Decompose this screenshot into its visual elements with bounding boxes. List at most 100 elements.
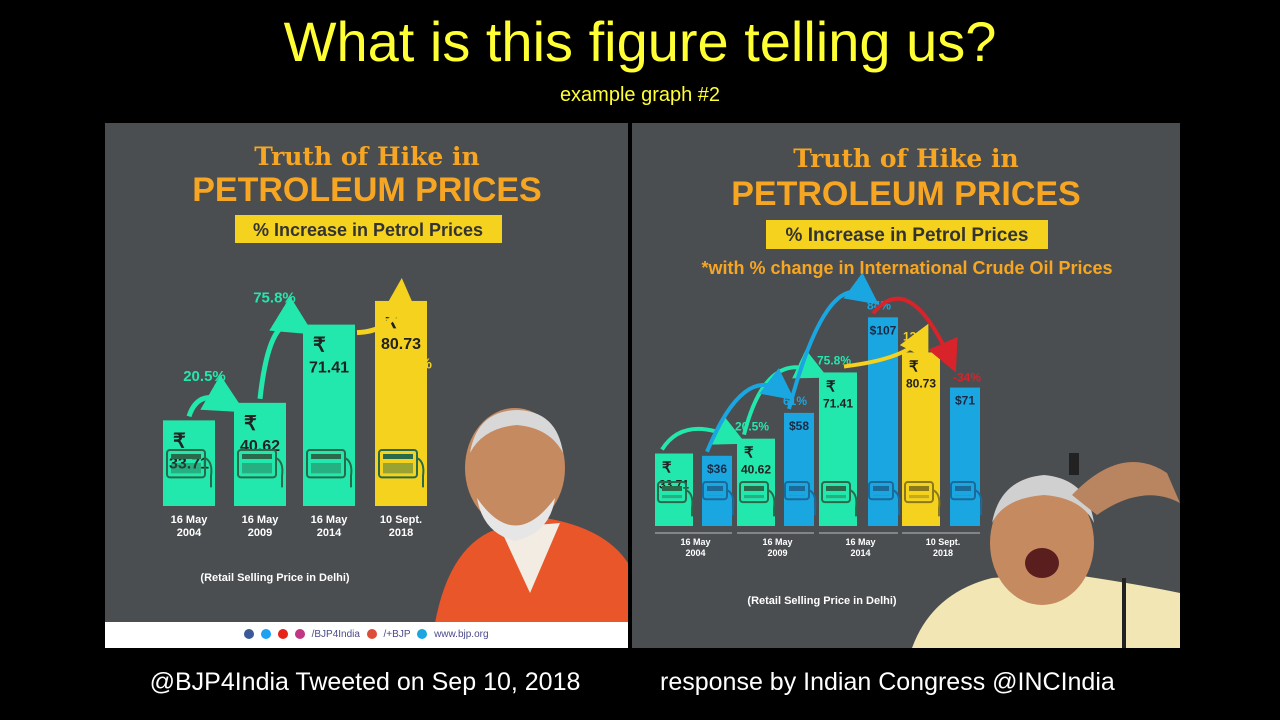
right-xtick-line1-0: 16 May (680, 537, 710, 547)
footer-gplus: /+BJP (383, 629, 411, 640)
left-change-label-2: 13% (402, 356, 432, 373)
right-petrol-change-label-0: 20.5% (735, 420, 769, 434)
gplus-icon (366, 629, 377, 640)
left-change-arrow-2 (356, 277, 420, 336)
left-xtick-line1-1: 16 May (242, 514, 280, 526)
left-header-small: Truth of Hike in (254, 142, 479, 171)
left-bar-currency-2: ₹ (313, 335, 326, 357)
left-xtick-line2-2: 2014 (317, 527, 342, 539)
right-petrol-pump-icon-1 (739, 481, 776, 517)
left-pump-icon-3 (378, 449, 425, 488)
right-crude-change-label-2: -34% (953, 371, 981, 385)
footer-handle: /BJP4India (311, 629, 360, 640)
left-bar-2 (303, 324, 355, 506)
left-bar-label-0: 33.71 (169, 455, 209, 472)
inc-chart-panel: Truth of Hike in PETROLEUM PRICES % Incr… (632, 123, 1180, 648)
right-petrol-currency-0: ₹ (662, 460, 672, 477)
right-crude-pump-icon-1 (784, 481, 817, 516)
globe-icon (417, 629, 428, 640)
right-crude-bar-3 (950, 387, 980, 526)
right-crude-label-1: $58 (789, 419, 809, 433)
right-header-big: PETROLEUM PRICES (731, 175, 1080, 213)
left-header-big: PETROLEUM PRICES (192, 171, 541, 209)
right-crude-change-arrow-1 (787, 272, 879, 410)
right-bars: ₹33.71₹40.62₹71.41₹80.73$36$58$107$7116 … (655, 272, 983, 558)
left-bar-0 (163, 420, 215, 506)
right-crude-pump-icon-2 (868, 481, 901, 516)
left-xtick-line1-3: 10 Sept. (380, 514, 422, 526)
left-xtick-line2-0: 2004 (177, 527, 202, 539)
left-xtick-line2-3: 2018 (389, 527, 413, 539)
right-crude-change-arrow-2 (871, 296, 958, 373)
right-xtick-line2-0: 2004 (685, 548, 705, 558)
portrait-right (912, 453, 1180, 648)
right-caption: response by Indian Congress @INCIndia (660, 668, 1115, 696)
right-footnote: (Retail Selling Price in Delhi) (747, 595, 896, 607)
left-bar-label-2: 71.41 (309, 360, 349, 377)
bjp-chart-svg: Truth of Hike in PETROLEUM PRICES % Incr… (163, 142, 628, 623)
left-pump-icon-2 (306, 449, 353, 488)
right-note: *with % change in International Crude Oi… (701, 258, 1112, 278)
left-footnote: (Retail Selling Price in Delhi) (200, 572, 349, 584)
left-change-label-0: 20.5% (183, 368, 226, 385)
right-petrol-label-1: 40.62 (741, 463, 771, 477)
footer-website: www.bjp.org (434, 629, 489, 640)
left-xtick-line1-0: 16 May (171, 514, 209, 526)
main-title: What is this figure telling us? (283, 10, 997, 73)
right-petrol-label-3: 80.73 (906, 376, 936, 390)
left-subheader: % Increase in Petrol Prices (253, 220, 483, 240)
left-bar-label-3: 80.73 (381, 336, 421, 353)
right-petrol-change-arrow-0 (660, 415, 746, 451)
right-crude-pump-icon-0 (702, 481, 735, 516)
subtitle: example graph #2 (559, 84, 721, 106)
right-xtick-line2-2: 2014 (850, 548, 870, 558)
right-crude-label-3: $71 (955, 394, 975, 408)
right-crude-label-0: $36 (707, 462, 727, 476)
twitter-icon (261, 629, 272, 640)
inc-chart-svg: Truth of Hike in PETROLEUM PRICES % Incr… (655, 144, 1180, 648)
right-petrol-currency-2: ₹ (826, 378, 836, 395)
right-xtick-line1-3: 10 Sept. (926, 537, 961, 547)
right-petrol-pump-icon-3 (904, 481, 941, 517)
right-petrol-change-arrow-2 (843, 323, 929, 369)
right-crude-change-arrow-0 (705, 368, 795, 453)
left-subheader-box (235, 215, 502, 243)
right-petrol-currency-1: ₹ (744, 445, 754, 462)
right-petrol-change-label-2: 13% (903, 329, 927, 343)
right-xtick-line1-1: 16 May (762, 537, 792, 547)
left-pump-icon-0 (166, 449, 213, 488)
youtube-icon (278, 629, 289, 640)
bjp-social-footer: /BJP4India /+BJP www.bjp.org (105, 622, 628, 648)
right-petrol-change-label-1: 75.8% (817, 353, 851, 367)
portrait-left (435, 408, 628, 623)
left-bar-label-1: 40.62 (240, 438, 280, 455)
right-xtick-line1-2: 16 May (845, 537, 875, 547)
bjp-chart-panel: Truth of Hike in PETROLEUM PRICES % Incr… (105, 123, 628, 648)
left-caption: @BJP4India Tweeted on Sep 10, 2018 (149, 668, 581, 696)
left-pump-icon-1 (237, 449, 284, 488)
right-subheader: % Increase in Petrol Prices (786, 225, 1029, 246)
facebook-icon (244, 629, 255, 640)
right-petrol-pump-icon-2 (821, 481, 858, 517)
right-petrol-label-2: 71.41 (823, 396, 853, 410)
right-header-small: Truth of Hike in (793, 144, 1018, 173)
left-change-label-1: 75.8% (253, 290, 296, 307)
right-petrol-pump-icon-0 (657, 481, 694, 517)
instagram-icon (294, 629, 305, 640)
left-change-arrow-0 (186, 375, 246, 418)
right-xtick-line2-3: 2018 (933, 548, 953, 558)
right-crude-change-label-0: 61% (783, 394, 807, 408)
right-xtick-line2-1: 2009 (767, 548, 787, 558)
right-subheader-box (766, 220, 1048, 249)
left-bar-currency-0: ₹ (173, 430, 186, 452)
left-xtick-line1-2: 16 May (311, 514, 349, 526)
left-xtick-line2-1: 2009 (248, 527, 272, 539)
left-bar-3 (375, 300, 427, 506)
right-crude-pump-icon-3 (950, 481, 983, 516)
left-change-arrow-1 (257, 296, 314, 400)
right-petrol-currency-3: ₹ (909, 358, 919, 375)
left-bar-currency-1: ₹ (244, 413, 257, 435)
right-crude-bar-1 (784, 412, 814, 526)
right-crude-label-2: $107 (870, 323, 897, 337)
